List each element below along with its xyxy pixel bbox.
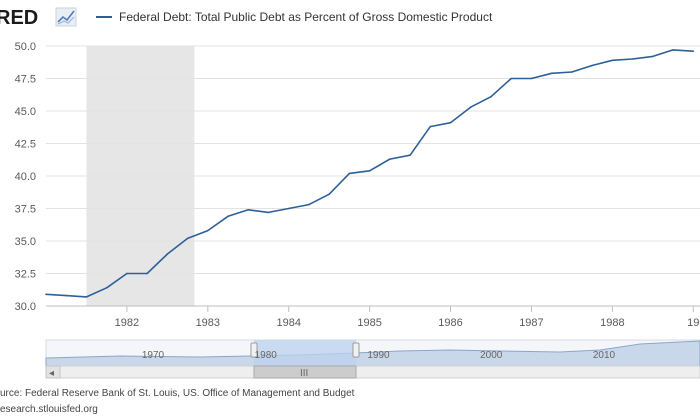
y-tick-label: 47.5 [15, 74, 36, 86]
x-tick-label: 1984 [276, 317, 300, 329]
plot-area: 50.0 47.5 45.0 42.5 40.0 37.5 35.0 32.5 30.0 1982… [15, 41, 700, 329]
y-tick-label: 40.0 [15, 171, 36, 183]
data-point [429, 125, 432, 128]
x-tick-label: 1982 [115, 317, 139, 329]
scrollbar-grip: III [300, 368, 308, 379]
y-tick-label: 37.5 [15, 204, 36, 216]
data-point [672, 49, 674, 51]
y-tick-label: 50.0 [15, 41, 36, 53]
data-point [85, 296, 88, 298]
data-point [449, 121, 452, 124]
source-url[interactable]: esearch.stlouisfed.org [0, 404, 98, 415]
navigator-label: 1970 [142, 350, 165, 361]
data-point [510, 77, 513, 80]
x-tick-label: 1988 [600, 317, 624, 329]
data-point [207, 229, 209, 232]
navigator-labels: 1970 1980 1990 2000 2010 [142, 350, 616, 361]
data-point [368, 170, 371, 172]
legend-label: Federal Debt: Total Public Debt as Perce… [119, 10, 493, 24]
data-point [146, 272, 148, 275]
data-point [611, 59, 614, 62]
data-point [267, 211, 270, 214]
navigator-label: 2000 [480, 350, 503, 361]
scrollbar-left-arrow-icon: ◂ [49, 368, 54, 379]
data-point [469, 106, 472, 108]
data-point [105, 287, 108, 289]
y-tick-label: 45.0 [15, 106, 36, 118]
range-navigator[interactable]: 1970 1980 1990 2000 2010 ◂ III [45, 339, 700, 379]
scrollbar-track[interactable] [45, 365, 700, 379]
navigator-selection[interactable] [254, 340, 356, 366]
data-point [186, 237, 189, 240]
y-tick-label: 32.5 [15, 269, 36, 281]
navigator-label: 2010 [593, 350, 616, 361]
data-point [348, 172, 351, 175]
scrollbar-left-button[interactable] [45, 365, 61, 379]
data-point [389, 158, 391, 160]
source-credit: urce: Federal Reserve Bank of St. Louis,… [0, 388, 355, 399]
x-tick-label: 1986 [438, 317, 462, 329]
fred-logo[interactable]: RED [0, 7, 77, 29]
y-tick-label: 30.0 [15, 301, 36, 313]
data-point [571, 71, 573, 73]
data-point [328, 193, 330, 195]
x-tick-label: 1985 [357, 317, 381, 329]
fred-logo-chart-icon [55, 7, 77, 27]
data-point [287, 207, 290, 210]
data-point [591, 64, 593, 67]
navigator-label: 1980 [255, 350, 278, 361]
data-point [550, 72, 553, 75]
navigator-right-handle[interactable] [352, 342, 360, 358]
navigator-label: 1990 [367, 350, 390, 361]
data-point [631, 58, 634, 60]
data-point [409, 154, 411, 156]
fred-logo-text: RED [0, 7, 38, 29]
x-tick-label: 1987 [519, 317, 543, 329]
navigator-left-handle[interactable] [250, 342, 258, 358]
y-tick-label: 42.5 [15, 139, 36, 151]
legend[interactable]: Federal Debt: Total Public Debt as Perce… [96, 10, 493, 24]
data-point [652, 55, 654, 58]
data-point [166, 253, 169, 255]
data-point [247, 209, 250, 211]
navigator-series-area [45, 340, 700, 367]
data-point [308, 203, 310, 206]
x-tick-label: 1983 [196, 317, 220, 329]
x-tick-label: 19 [687, 317, 699, 329]
data-point [65, 294, 68, 297]
data-point [227, 215, 229, 218]
data-point [490, 95, 492, 98]
data-point [692, 50, 695, 52]
data-point [126, 272, 128, 275]
scrollbar-thumb[interactable] [253, 365, 357, 379]
y-tick-label: 35.0 [15, 236, 36, 248]
data-point [530, 77, 533, 80]
data-point [45, 293, 47, 296]
